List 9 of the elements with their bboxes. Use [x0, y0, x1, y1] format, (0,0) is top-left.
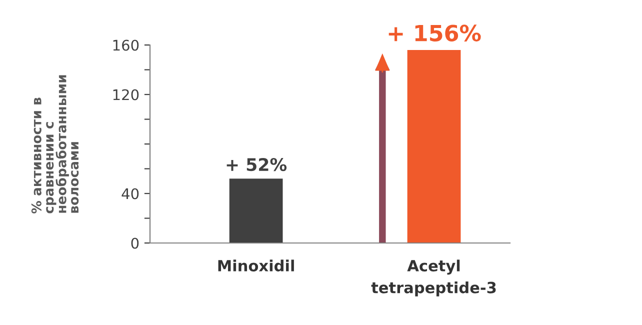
data-label: + 52%: [226, 158, 287, 172]
y-axis-title: % активности в сравнении с необработанными волосами: [31, 75, 79, 214]
y-tick-label: 160: [113, 40, 139, 51]
x-tick-label: Minoxidil: [218, 260, 294, 272]
x-tick-label: Acetyl tetrapeptide-3: [371, 260, 496, 296]
y-tick-label: 40: [122, 188, 139, 200]
data-label: + 156%: [388, 24, 481, 42]
y-tick-label: 0: [131, 238, 139, 249]
y-tick-label: 120: [113, 89, 139, 100]
